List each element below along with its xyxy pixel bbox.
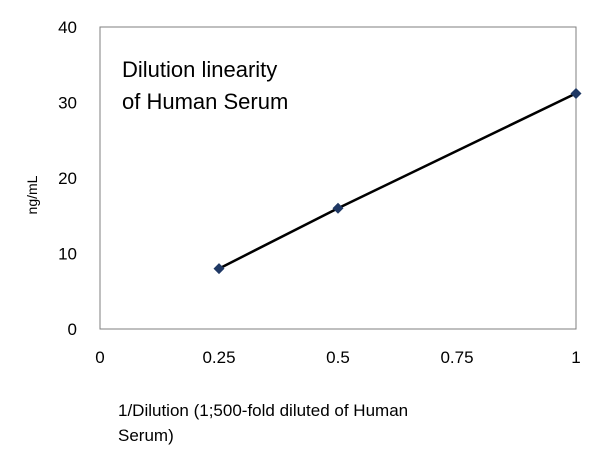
x-tick-label: 0.75 — [440, 348, 473, 367]
chart-title-line-1: Dilution linearity — [122, 57, 277, 82]
x-axis-ticks: 0 0.25 0.5 0.75 1 — [95, 348, 580, 367]
y-tick-label: 20 — [58, 169, 77, 188]
y-tick-label: 30 — [58, 94, 77, 113]
series-layer — [213, 87, 582, 275]
plot-area — [99, 26, 577, 330]
x-tick-label: 0.25 — [202, 348, 235, 367]
x-tick-label: 1 — [571, 348, 580, 367]
data-point-marker — [332, 202, 344, 214]
y-tick-label: 40 — [58, 18, 77, 37]
x-tick-label: 0 — [95, 348, 104, 367]
x-axis-label-line-2: Serum) — [118, 426, 174, 445]
x-tick-label: 0.5 — [326, 348, 350, 367]
y-axis-label: ng/mL — [24, 175, 40, 214]
data-point-marker — [570, 87, 582, 99]
x-axis-label-line-1: 1/Dilution (1;500-fold diluted of Human — [118, 401, 408, 420]
chart-title-line-2: of Human Serum — [122, 89, 288, 114]
y-tick-label: 0 — [68, 320, 77, 339]
y-tick-label: 10 — [58, 245, 77, 264]
y-axis-ticks: 0 10 20 30 40 — [58, 18, 77, 339]
data-point-marker — [213, 263, 225, 275]
